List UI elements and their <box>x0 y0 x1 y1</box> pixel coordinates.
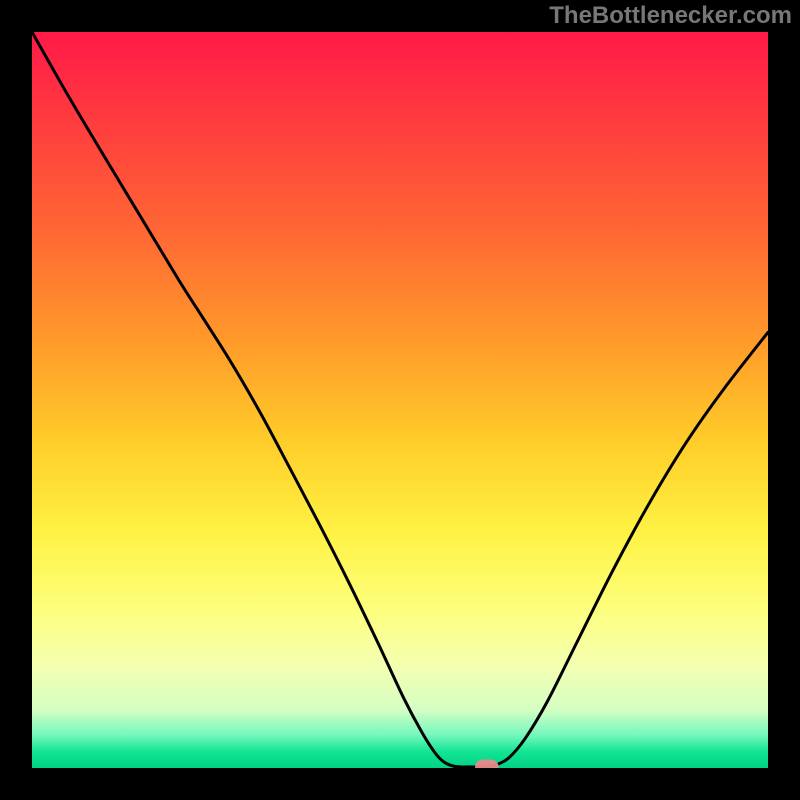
chart-frame: TheBottlenecker.com <box>0 0 800 800</box>
attribution-text: TheBottlenecker.com <box>549 2 792 30</box>
plot-area <box>32 32 768 768</box>
